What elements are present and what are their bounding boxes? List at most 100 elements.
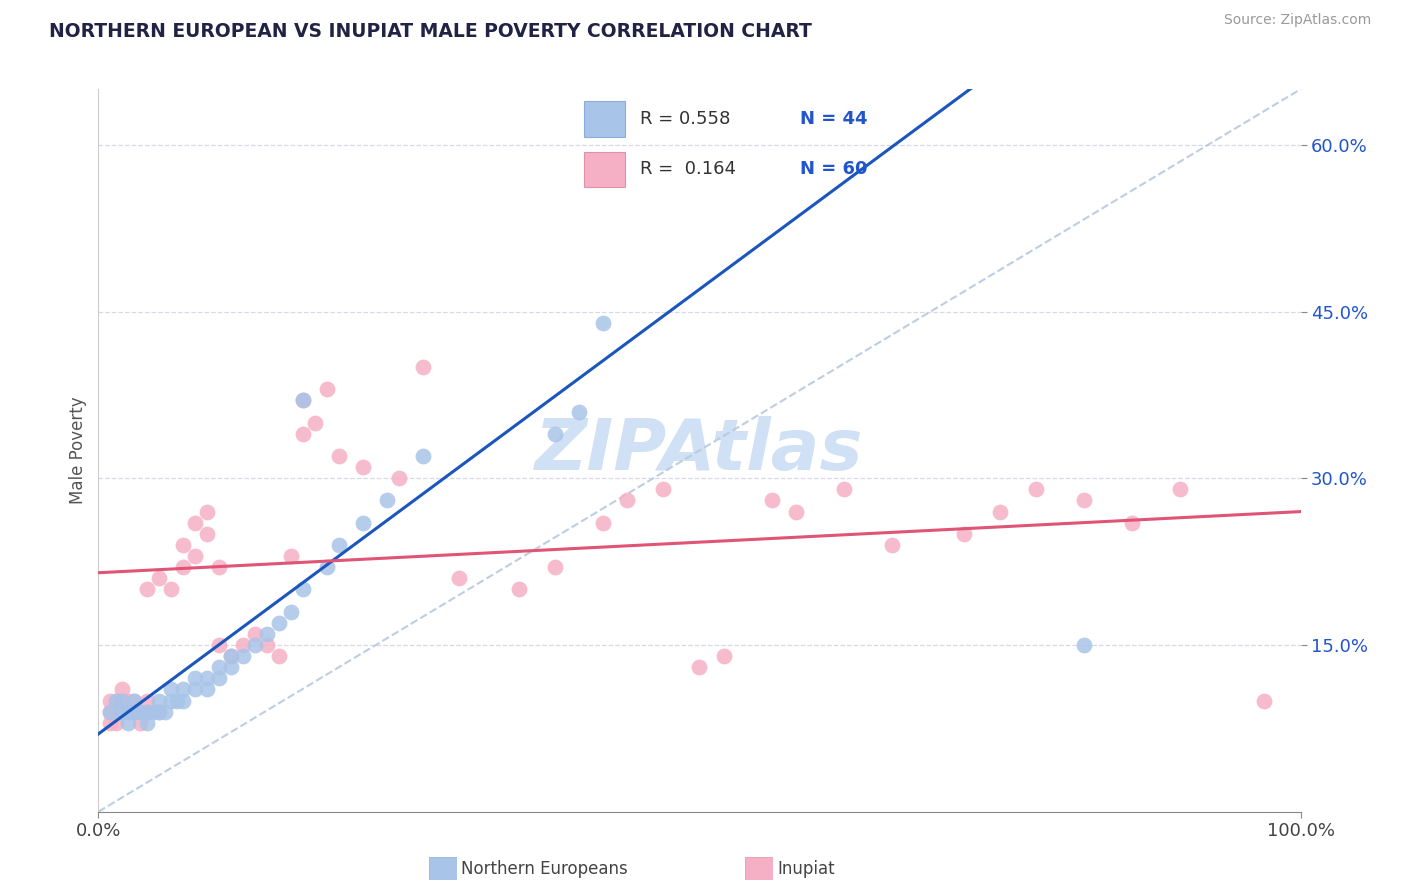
Point bbox=[447, 571, 470, 585]
Point bbox=[315, 382, 337, 396]
Point bbox=[208, 560, 231, 574]
Point bbox=[111, 682, 134, 697]
Point bbox=[713, 649, 735, 664]
Text: ZIPAtlas: ZIPAtlas bbox=[536, 416, 863, 485]
Point bbox=[100, 693, 122, 707]
Point bbox=[195, 671, 218, 685]
Y-axis label: Male Poverty: Male Poverty bbox=[69, 397, 87, 504]
Point bbox=[328, 538, 350, 552]
Point bbox=[172, 538, 194, 552]
Point bbox=[135, 582, 157, 597]
Point bbox=[616, 493, 638, 508]
Point bbox=[412, 449, 434, 463]
Point bbox=[592, 516, 614, 530]
Point bbox=[172, 682, 194, 697]
Point bbox=[117, 693, 139, 707]
Point bbox=[100, 705, 122, 719]
Text: Northern Europeans: Northern Europeans bbox=[461, 860, 628, 878]
Point bbox=[105, 693, 128, 707]
Point bbox=[544, 560, 567, 574]
Point bbox=[124, 693, 146, 707]
Point bbox=[208, 660, 231, 674]
Point bbox=[544, 426, 567, 441]
Point bbox=[111, 693, 134, 707]
Point bbox=[148, 705, 170, 719]
Point bbox=[1170, 483, 1192, 497]
Point bbox=[148, 705, 170, 719]
Point bbox=[267, 649, 290, 664]
Point bbox=[117, 715, 139, 730]
Point bbox=[280, 549, 302, 563]
Point bbox=[219, 660, 242, 674]
Point bbox=[105, 693, 128, 707]
Text: Inupiat: Inupiat bbox=[778, 860, 835, 878]
Point bbox=[1121, 516, 1143, 530]
Point bbox=[111, 705, 134, 719]
Point bbox=[304, 416, 326, 430]
Text: N = 44: N = 44 bbox=[800, 111, 868, 128]
Point bbox=[592, 316, 614, 330]
Text: N = 60: N = 60 bbox=[800, 161, 868, 178]
Point bbox=[508, 582, 530, 597]
Point bbox=[291, 426, 314, 441]
Point bbox=[135, 693, 157, 707]
Point bbox=[148, 693, 170, 707]
Point bbox=[280, 605, 302, 619]
Point bbox=[111, 705, 134, 719]
Point bbox=[195, 526, 218, 541]
Point bbox=[105, 715, 128, 730]
Point bbox=[688, 660, 710, 674]
Text: R =  0.164: R = 0.164 bbox=[640, 161, 737, 178]
Point bbox=[195, 505, 218, 519]
Point bbox=[172, 693, 194, 707]
Point bbox=[183, 671, 205, 685]
Point bbox=[135, 705, 157, 719]
Point bbox=[135, 705, 157, 719]
Point bbox=[1253, 693, 1275, 707]
Point bbox=[100, 705, 122, 719]
Point bbox=[111, 693, 134, 707]
Point bbox=[880, 538, 903, 552]
Point bbox=[267, 615, 290, 630]
Point bbox=[195, 682, 218, 697]
Point bbox=[183, 516, 205, 530]
Point bbox=[208, 638, 231, 652]
Point bbox=[183, 549, 205, 563]
Point bbox=[117, 705, 139, 719]
Point bbox=[315, 560, 337, 574]
Point bbox=[832, 483, 855, 497]
Point bbox=[256, 627, 278, 641]
Point bbox=[243, 627, 266, 641]
Point bbox=[1025, 483, 1047, 497]
Point bbox=[124, 693, 146, 707]
Point bbox=[352, 516, 374, 530]
Point bbox=[328, 449, 350, 463]
Point bbox=[153, 705, 176, 719]
Point bbox=[159, 693, 181, 707]
Point bbox=[208, 671, 231, 685]
Point bbox=[243, 638, 266, 652]
Point bbox=[988, 505, 1011, 519]
Point bbox=[141, 705, 163, 719]
Point bbox=[1073, 493, 1095, 508]
Point bbox=[148, 571, 170, 585]
Point bbox=[352, 460, 374, 475]
Point bbox=[100, 715, 122, 730]
Point bbox=[375, 493, 398, 508]
Point bbox=[412, 360, 434, 375]
Point bbox=[124, 705, 146, 719]
Point bbox=[166, 693, 188, 707]
Point bbox=[256, 638, 278, 652]
Point bbox=[785, 505, 807, 519]
Point bbox=[568, 404, 591, 418]
Text: Source: ZipAtlas.com: Source: ZipAtlas.com bbox=[1223, 13, 1371, 28]
Point bbox=[219, 649, 242, 664]
Point bbox=[172, 560, 194, 574]
Point bbox=[291, 582, 314, 597]
Text: R = 0.558: R = 0.558 bbox=[640, 111, 731, 128]
Point bbox=[159, 682, 181, 697]
Point bbox=[1073, 638, 1095, 652]
Point bbox=[232, 638, 254, 652]
Point bbox=[291, 393, 314, 408]
Point bbox=[129, 705, 152, 719]
